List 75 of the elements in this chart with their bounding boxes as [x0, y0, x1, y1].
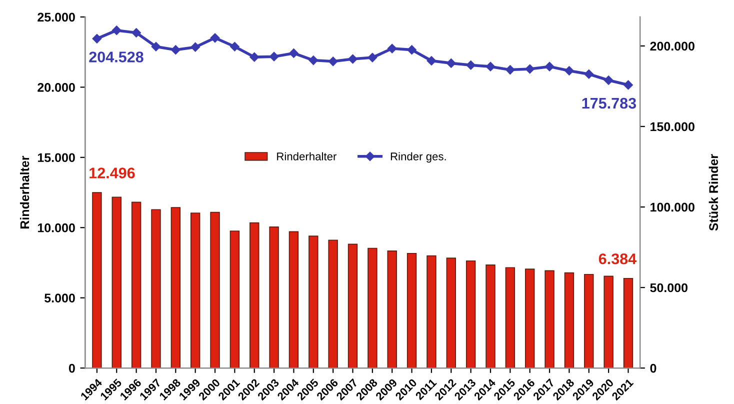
bar: [210, 212, 220, 368]
bar: [544, 270, 554, 368]
point: [348, 54, 358, 64]
point: [368, 52, 378, 62]
bar: [406, 253, 417, 368]
point: [269, 52, 279, 62]
y2-tick-label: 50.000: [650, 283, 688, 292]
point: [190, 42, 200, 52]
y2-axis-title: Stück Rinder: [708, 154, 718, 231]
point: [624, 80, 633, 90]
bar: [348, 244, 358, 368]
point: [604, 76, 614, 85]
point: [289, 48, 298, 58]
point: [210, 33, 220, 43]
point: [544, 62, 554, 72]
bar: [92, 192, 102, 368]
y-tick-label: 10.000: [38, 223, 75, 232]
point: [171, 45, 180, 54]
bar: [564, 272, 574, 368]
data-label: 12.496: [90, 168, 135, 178]
point: [132, 28, 141, 38]
bar: [426, 255, 436, 368]
bar: [584, 274, 594, 368]
data-label: 175.783: [582, 98, 636, 109]
bar: [288, 231, 299, 368]
y2-tick-label: 100.000: [650, 202, 694, 212]
legend-label: Rinder ges.: [390, 152, 446, 163]
bar: [250, 222, 260, 368]
point: [486, 62, 496, 72]
bar: [604, 276, 614, 368]
data-label: 6.384: [598, 253, 636, 264]
y-tick-label: 0: [68, 364, 75, 373]
bar: [505, 267, 516, 368]
y-tick-label: 5.000: [44, 294, 75, 302]
y-tick-label: 25.000: [38, 12, 75, 22]
bar: [170, 207, 181, 368]
bar: [112, 196, 122, 368]
point: [525, 64, 534, 74]
bar: [368, 248, 378, 368]
point: [230, 42, 240, 52]
bar: [308, 236, 318, 368]
bar: [466, 260, 476, 368]
y-tick-label: 15.000: [38, 153, 75, 162]
bar: [446, 258, 456, 368]
point: [466, 60, 476, 70]
point: [564, 66, 574, 76]
point: [584, 70, 594, 79]
bar: [525, 268, 535, 368]
point: [426, 56, 436, 66]
bar: [151, 209, 161, 368]
y2-tick-label: 200.000: [650, 42, 694, 51]
legend-label: Rinderhalter: [277, 152, 337, 160]
y-tick-label: 20.000: [38, 82, 75, 92]
y2-tick-label: 0: [650, 364, 656, 373]
point: [407, 45, 416, 54]
point: [92, 34, 102, 44]
y2-tick-label: 150.000: [650, 122, 694, 132]
bar: [486, 264, 496, 368]
point: [112, 26, 122, 35]
point: [151, 42, 161, 52]
bar: [269, 226, 279, 368]
bar: [190, 212, 200, 368]
point: [446, 58, 456, 68]
bar: [328, 240, 338, 368]
data-label: 204.528: [89, 52, 144, 62]
point: [308, 56, 318, 65]
bar: [387, 250, 397, 368]
bar: [131, 202, 142, 368]
y-axis-title: Rinderhalter: [20, 156, 30, 228]
bar: [623, 278, 634, 368]
point: [506, 65, 515, 74]
point: [387, 44, 397, 54]
point: [328, 56, 338, 66]
point: [250, 52, 259, 62]
bar: [230, 230, 240, 368]
